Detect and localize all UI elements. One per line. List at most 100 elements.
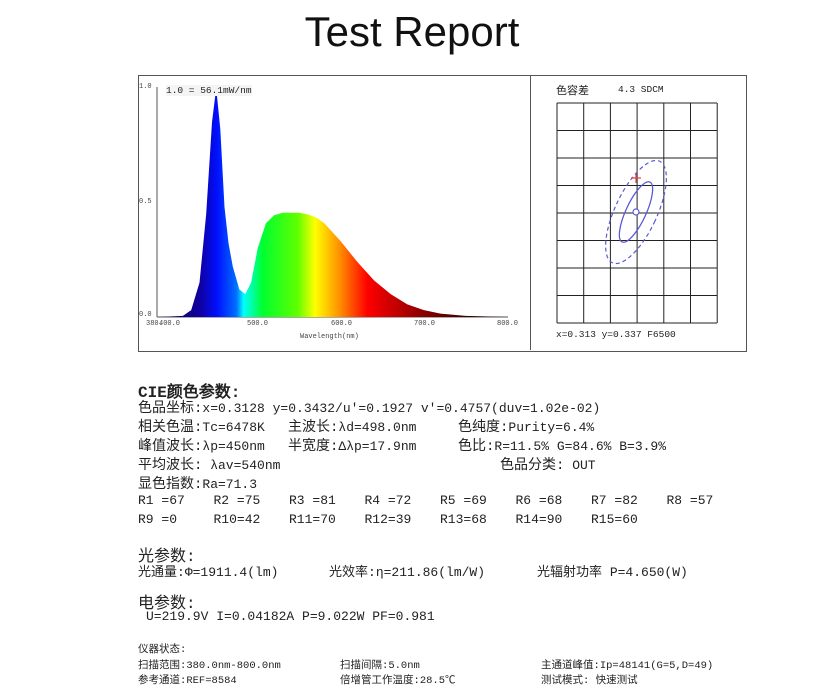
- param-value: x=0.3128 y=0.3432/u'=0.1927 v'=0.4757(du…: [202, 401, 601, 416]
- r-value: R15=60: [591, 512, 638, 527]
- param-label: 色纯度:: [458, 420, 509, 436]
- scan-step-value: 5.0nm: [388, 660, 420, 672]
- param-label: 半宽度:: [288, 439, 339, 455]
- reference-channel: 参考通道:REF=8584: [138, 672, 237, 687]
- scan-range-value: 380.0nm-800.0nm: [186, 660, 281, 672]
- r-value: R10=42: [213, 512, 261, 527]
- param-label: 显色指数:: [138, 477, 203, 493]
- mode-value: 快速测试: [589, 675, 638, 687]
- param-value: OUT: [564, 458, 596, 473]
- sdcm-coords: x=0.313 y=0.337 F6500: [556, 329, 676, 340]
- flux-value: Φ=1911.4(lm): [184, 565, 279, 580]
- param-label: 相关色温:: [138, 420, 203, 436]
- param-value: Δλp=17.9nm: [338, 439, 417, 454]
- light-heading: 光参数:: [138, 548, 196, 566]
- param-label: 色比:: [458, 439, 495, 455]
- x-axis-label: Wavelength(nm): [300, 333, 359, 341]
- x-tick: 380.: [146, 320, 163, 328]
- y-tick: 0.5: [139, 198, 152, 206]
- param-label: 色品分类:: [500, 458, 565, 474]
- r-value: R14=90: [515, 512, 563, 527]
- sdcm-center-point: [632, 208, 640, 216]
- cie-param: 相关色温:Tc=6478K: [138, 416, 265, 436]
- cie-heading: CIE颜色参数:: [138, 384, 241, 402]
- sdcm-ellipse-inner: [618, 181, 654, 243]
- peak-value: Ip=48141(G=5,D=49): [599, 660, 714, 672]
- spectrum-area: [158, 88, 507, 317]
- r-value: R4 =72: [364, 493, 412, 508]
- r-value: R1 =67: [138, 493, 185, 508]
- radiant-power: 光辐射功率 P=4.650(W): [537, 561, 688, 580]
- scan-step-label: 扫描间隔:: [340, 660, 389, 672]
- param-value: Purity=6.4%: [508, 420, 595, 435]
- r-value: R3 =81: [289, 493, 336, 508]
- scan-range-label: 扫描范围:: [138, 660, 187, 672]
- cie-param: 半宽度:Δλp=17.9nm: [288, 435, 416, 455]
- x-tick: 800.0: [497, 320, 519, 328]
- cie-param: 平均波长: λav=540nm: [138, 454, 280, 474]
- ref-value: REF=8584: [186, 675, 237, 687]
- r-value: R2 =75: [213, 493, 261, 508]
- peak-label: 主通道峰值:: [541, 660, 600, 672]
- spectrum-scale-label: 1.0 = 56.1mW/nm: [166, 85, 252, 96]
- flux-label: 光通量:: [138, 565, 185, 580]
- sdcm-value: 4.3 SDCM: [618, 84, 664, 95]
- test-mode: 测试模式: 快速测试: [541, 672, 638, 687]
- r-value: R9 =0: [138, 512, 178, 527]
- x-tick: 400.0: [159, 320, 181, 328]
- x-tick: 700.0: [414, 320, 436, 328]
- pmt-temperature: 倍增管工作温度:28.5℃: [340, 672, 456, 687]
- r-value: R5 =69: [440, 493, 487, 508]
- r-value: R11=70: [289, 512, 336, 527]
- x-tick: 600.0: [331, 320, 353, 328]
- cie-param: 显色指数:Ra=71.3: [138, 473, 257, 493]
- efficacy-label: 光效率:: [329, 565, 376, 580]
- sdcm-target-marker: [631, 173, 641, 183]
- ref-label: 参考通道:: [138, 675, 187, 687]
- cie-param: 峰值波长:λp=450nm: [138, 435, 265, 455]
- instrument-heading: 仪器状态:: [138, 644, 187, 656]
- main-channel-peak: 主通道峰值:Ip=48141(G=5,D=49): [541, 657, 713, 672]
- r-value: R7 =82: [591, 493, 638, 508]
- mode-label: 测试模式:: [541, 675, 590, 687]
- param-label: 峰值波长:: [138, 439, 203, 455]
- param-value: R=11.5% G=84.6% B=3.9%: [494, 439, 667, 454]
- y-tick: 0.0: [139, 311, 152, 319]
- temp-label: 倍增管工作温度:: [340, 675, 420, 687]
- param-label: 平均波长:: [138, 458, 203, 474]
- cie-param: 主波长:λd=498.0nm: [288, 416, 416, 436]
- param-value: λp=450nm: [202, 439, 265, 454]
- param-value: λd=498.0nm: [338, 420, 417, 435]
- cie-param: 色品坐标:x=0.3128 y=0.3432/u'=0.1927 v'=0.47…: [138, 397, 600, 417]
- luminous-efficacy: 光效率:η=211.86(lm/W): [329, 561, 485, 580]
- scan-range: 扫描范围:380.0nm-800.0nm: [138, 657, 281, 672]
- page-title: Test Report: [304, 8, 520, 55]
- scan-step: 扫描间隔:5.0nm: [340, 657, 420, 672]
- param-value: Tc=6478K: [202, 420, 265, 435]
- r-value: R8 =57: [666, 493, 714, 508]
- y-tick: 1.0: [139, 83, 152, 91]
- efficacy-value: η=211.86(lm/W): [375, 565, 486, 580]
- r-value: R12=39: [364, 512, 412, 527]
- radiant-label: 光辐射功率: [537, 565, 603, 580]
- param-label: 主波长:: [288, 420, 339, 436]
- x-tick: 500.0: [247, 320, 269, 328]
- sdcm-ellipse-outer: [605, 159, 667, 265]
- chart-panel: [138, 75, 747, 352]
- r-value: R13=68: [440, 512, 487, 527]
- cie-param: 色比:R=11.5% G=84.6% B=3.9%: [458, 435, 666, 455]
- sdcm-grid: [556, 102, 718, 324]
- sdcm-label: 色容差: [556, 86, 589, 98]
- luminous-flux: 光通量:Φ=1911.4(lm): [138, 561, 278, 580]
- r-value: R6 =68: [515, 493, 563, 508]
- param-label: 色品坐标:: [138, 401, 203, 417]
- cie-param: 色品分类: OUT: [500, 454, 596, 474]
- param-value: Ra=71.3: [202, 477, 258, 492]
- radiant-value: P=4.650(W): [602, 565, 688, 580]
- cie-param: 色纯度:Purity=6.4%: [458, 416, 594, 436]
- temp-value: 28.5℃: [419, 675, 456, 687]
- electric-heading: 电参数:: [138, 595, 196, 613]
- param-value: λav=540nm: [202, 458, 281, 473]
- electric-values: U=219.9V I=0.04182A P=9.022W PF=0.981: [146, 609, 435, 624]
